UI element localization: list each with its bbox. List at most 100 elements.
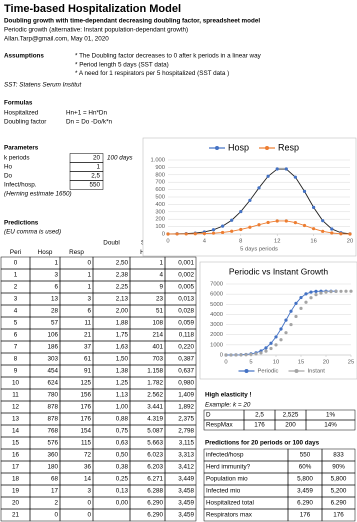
cell: 3 [87,296,91,303]
data-point [321,229,325,233]
cell: 15 [12,440,20,447]
data-point [289,322,293,327]
data-point [312,227,316,231]
cell: 18 [12,476,20,483]
parameters-note: (Herning estimate 1650) [4,191,72,198]
cell: 51 [156,308,164,315]
data-point [302,189,307,193]
column-header: Peri [10,249,21,256]
header-line: Allan.Tarp@gmail.com, May 01, 2020 [4,36,109,43]
cell: 3,412 [178,464,194,471]
data-point [234,353,238,357]
data-point [275,167,279,171]
cell: 1,88 [116,320,129,327]
cell: 2,375 [178,416,194,423]
cell: 1,25 [116,380,129,387]
x-tick-label: 20 [323,360,329,366]
cell: 0,118 [179,332,195,339]
cell: infected/hosp [206,452,244,459]
legend-label: Resp [278,142,299,152]
cell: 6.290 [331,500,347,507]
cell: 2,13 [116,296,129,303]
cell: 3,449 [178,476,194,483]
cell: 11 [12,392,19,399]
cell: 13 [12,416,20,423]
x-tick-label: 8 [239,239,242,245]
data-point [254,352,258,356]
y-tick-label: 1000 [210,342,223,348]
parameter-value: 2,5 [91,173,100,180]
cell: 0,220 [178,344,194,351]
cell: 0,50 [116,452,129,459]
cell: 5,800 [297,476,313,483]
cell: 3.441 [147,404,163,411]
cell: Herd immunity? [206,464,251,471]
cell: 12 [12,404,20,411]
cell: 780 [47,392,58,399]
data-point [284,219,288,223]
cell: 3,313 [178,452,194,459]
predictions-note: (EU comma is used) [4,229,61,236]
column-header: Doubl [103,240,119,247]
data-point [257,223,261,227]
column-header: Resp [69,249,84,256]
cell: 878 [47,416,58,423]
parameters-heading: Parameters [4,145,39,152]
cell-border [305,419,356,431]
cell: 1,13 [116,392,129,399]
cell: 0 [87,512,91,519]
formula: Dn = Do -Do/k*n [66,119,113,126]
data-point [294,301,298,306]
data-point [221,224,225,228]
legend-marker [244,369,249,373]
parameter-value: 550 [89,182,100,189]
cell: 6.288 [147,488,163,495]
y-tick-label: 3000 [210,322,223,328]
cell: 2,525 [283,412,299,419]
cell: 1.158 [147,368,163,375]
data-point [239,353,243,357]
parameter-note: 100 days [107,155,133,162]
cell: 0,387 [178,356,194,363]
data-point [274,335,278,339]
forecast-heading: Predictions for 20 periods or 100 days [205,440,320,447]
cell: 180 [47,464,58,471]
cell: 13 [51,296,59,303]
cell: 2,5 [255,412,264,419]
y-tick-label: 0 [220,353,223,359]
cell: 2,50 [116,260,129,267]
cell: 4 [14,308,18,315]
y-tick-label: 900 [155,165,165,171]
cell: 10 [12,380,20,387]
cell: 4 [159,272,163,279]
data-point [248,198,252,203]
parameter-value: 1 [96,164,100,171]
cell: 0,88 [116,416,129,423]
cell: 6.290 [147,512,163,519]
cell: 3,115 [179,440,195,447]
cell: 176 [80,404,91,411]
data-point [299,306,303,310]
y-tick-label: 300 [155,209,165,215]
cell: 6 [54,284,58,291]
cell: 176 [300,512,311,519]
data-point [330,227,334,231]
data-point [239,209,243,214]
cell: 1 [87,284,91,291]
cell: 1,892 [178,404,194,411]
cell: 5,200 [331,488,347,495]
cell: 550 [300,452,311,459]
cell: 1% [326,412,336,419]
x-tick-label: 15 [298,360,304,366]
data-point [339,289,343,293]
data-point [339,232,343,236]
cell: 9 [14,368,18,375]
cell: 21 [84,332,92,339]
data-point [309,290,313,294]
data-point [230,218,234,222]
cell: 833 [333,452,344,459]
cell: 3,459 [297,488,313,495]
cell: 200 [285,422,296,429]
cell: 576 [47,440,58,447]
